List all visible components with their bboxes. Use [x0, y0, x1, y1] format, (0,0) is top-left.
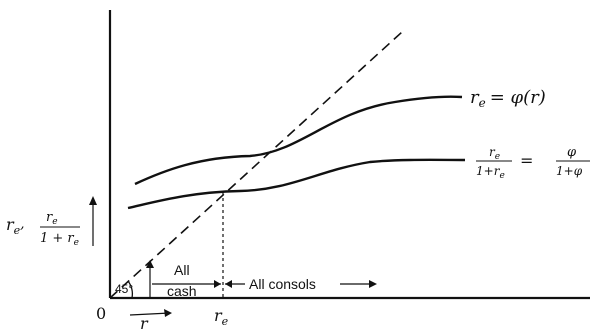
curve2-den-left: 1+re: [476, 164, 505, 181]
all-cash-label-line2: cash: [167, 283, 197, 299]
all-consols-left-arrowhead: [225, 280, 232, 288]
curve-re-phi-label: re = φ(r): [470, 87, 546, 110]
r-arrow: [129, 312, 171, 316]
curve2-num-left: re: [489, 145, 500, 162]
all-cash-label-line1: All: [174, 262, 190, 278]
curve-re-ratio: [127, 158, 466, 210]
curve-re-phi: [134, 95, 463, 186]
r-arrowhead: [164, 309, 172, 317]
curve2-equals: =: [520, 151, 533, 170]
angle-label: 45°: [115, 282, 133, 296]
all-cash-arrowhead: [214, 280, 221, 288]
origin-label: 0: [96, 304, 106, 323]
all-consols-right-arrowhead: [369, 280, 377, 288]
y-axis-frac-den: 1 + re: [40, 231, 79, 248]
angle-arc: [127, 280, 133, 299]
all-consols-label: All consols: [249, 276, 316, 292]
curve2-num-right: φ: [567, 145, 577, 160]
curve2-den-right: 1+φ: [556, 164, 583, 178]
forty-five-degree-line: [109, 31, 403, 299]
cash-arrowhead: [146, 260, 154, 268]
y-label-arrowhead: [89, 196, 97, 205]
y-axis-label-re: re,: [6, 215, 25, 237]
y-axis-frac-num: re: [46, 210, 58, 227]
r-axis-label: r: [140, 314, 149, 333]
re-axis-label: re: [214, 306, 229, 328]
